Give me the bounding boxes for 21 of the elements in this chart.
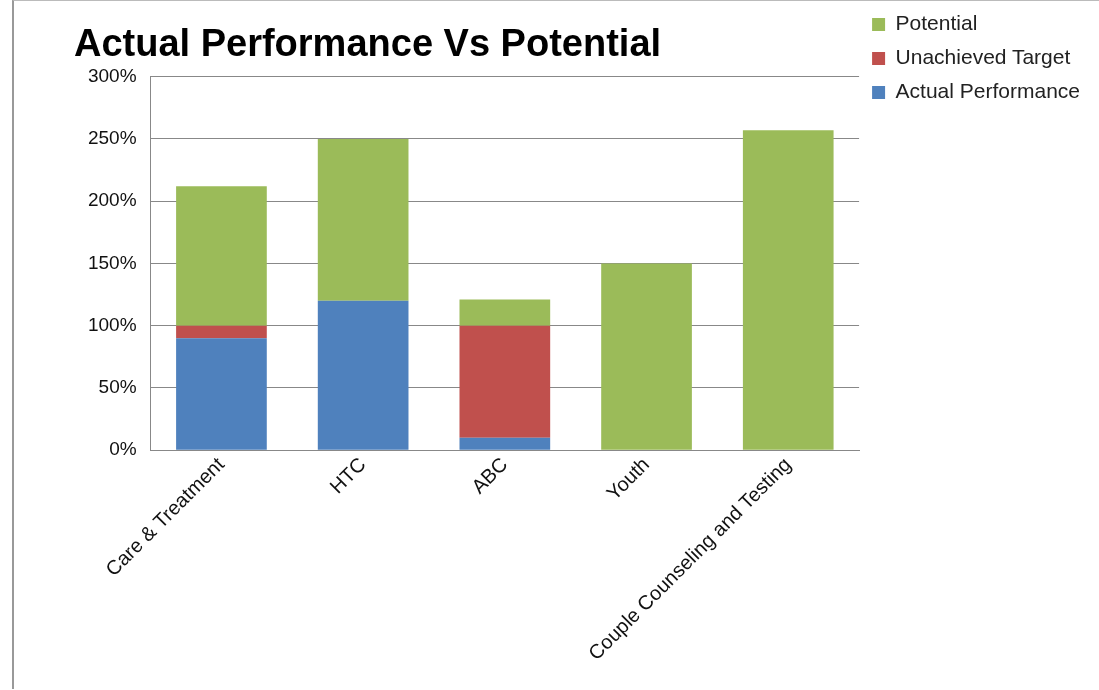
y-tick-label: 150% [87, 251, 137, 273]
bar [459, 299, 551, 326]
legend-label: Actual Performance [895, 79, 1081, 103]
bar [459, 325, 551, 438]
y-tick-label: 250% [87, 127, 137, 149]
bar [317, 138, 409, 301]
legend-label: Potential [895, 11, 978, 35]
bar [317, 300, 409, 450]
chart-title: Actual Performance Vs Potential [74, 22, 662, 65]
y-tick-label: 200% [87, 189, 137, 211]
bar [176, 338, 267, 450]
bar [176, 186, 267, 326]
y-tick-label: 0% [109, 438, 137, 460]
bar [459, 437, 551, 450]
legend-label: Unachieved Target [895, 45, 1071, 69]
y-tick-label: 300% [87, 64, 137, 86]
y-tick-label: 100% [87, 313, 137, 335]
y-tick-label: 50% [98, 376, 137, 398]
bar [176, 325, 267, 339]
bar [601, 263, 692, 450]
bar [742, 130, 834, 450]
